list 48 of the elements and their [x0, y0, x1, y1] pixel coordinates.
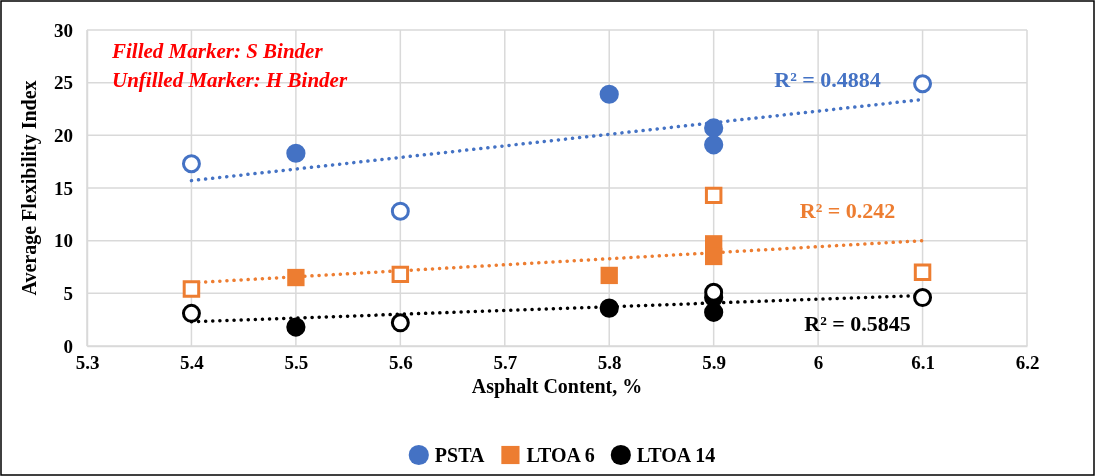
- point: [704, 135, 724, 155]
- point: [600, 266, 618, 285]
- legend-label: PSTA: [434, 444, 485, 466]
- x-tick-label: 5.7: [493, 352, 518, 374]
- x-tick-label: 5.5: [284, 352, 309, 374]
- x-tick-label: 6: [813, 352, 824, 374]
- y-tick-label: 30: [54, 19, 73, 41]
- point: [599, 298, 619, 318]
- x-tick-label: 6.1: [911, 352, 935, 374]
- point: [390, 201, 410, 221]
- point: [704, 118, 724, 138]
- point: [704, 282, 724, 302]
- point: [913, 74, 933, 94]
- y-tick-label: 20: [54, 124, 73, 146]
- point: [704, 186, 723, 205]
- point: [181, 303, 201, 323]
- x-tick-label: 5.9: [702, 352, 727, 374]
- point: [287, 268, 305, 287]
- y-tick-label: 0: [63, 335, 73, 357]
- point: [390, 313, 410, 333]
- x-tick-label: 5.4: [180, 352, 205, 374]
- annotation: Filled Marker: S Binder: [111, 39, 324, 63]
- x-tick-label: 5.3: [75, 352, 100, 374]
- annotation: R² = 0.5845: [804, 311, 911, 337]
- legend-label: LTOA 14: [636, 444, 716, 466]
- x-tick-label: 5.8: [597, 352, 622, 374]
- point: [913, 288, 933, 308]
- x-tick-label: 5.6: [388, 352, 413, 374]
- x-tick-label: 6.2: [1015, 352, 1040, 374]
- point: [286, 143, 306, 163]
- y-tick-label: 25: [54, 72, 73, 94]
- point: [599, 84, 619, 104]
- legend-label: LTOA 6: [526, 444, 595, 466]
- annotation: R² = 0.242: [799, 198, 896, 224]
- x-axis-title: Asphalt Content, %: [471, 375, 643, 398]
- y-tick-label: 10: [54, 230, 73, 252]
- point: [913, 263, 932, 282]
- y-axis-title: Average Flexibility Index: [18, 80, 41, 296]
- point: [391, 265, 410, 284]
- y-tick-label: 5: [63, 282, 73, 304]
- annotation: Unfilled Marker: H Binder: [112, 68, 348, 92]
- point: [704, 302, 724, 322]
- point: [286, 317, 306, 337]
- point: [181, 154, 201, 174]
- point: [182, 280, 201, 298]
- point: [705, 247, 723, 266]
- annotation: R² = 0.4884: [774, 67, 881, 93]
- y-tick-label: 15: [54, 177, 73, 199]
